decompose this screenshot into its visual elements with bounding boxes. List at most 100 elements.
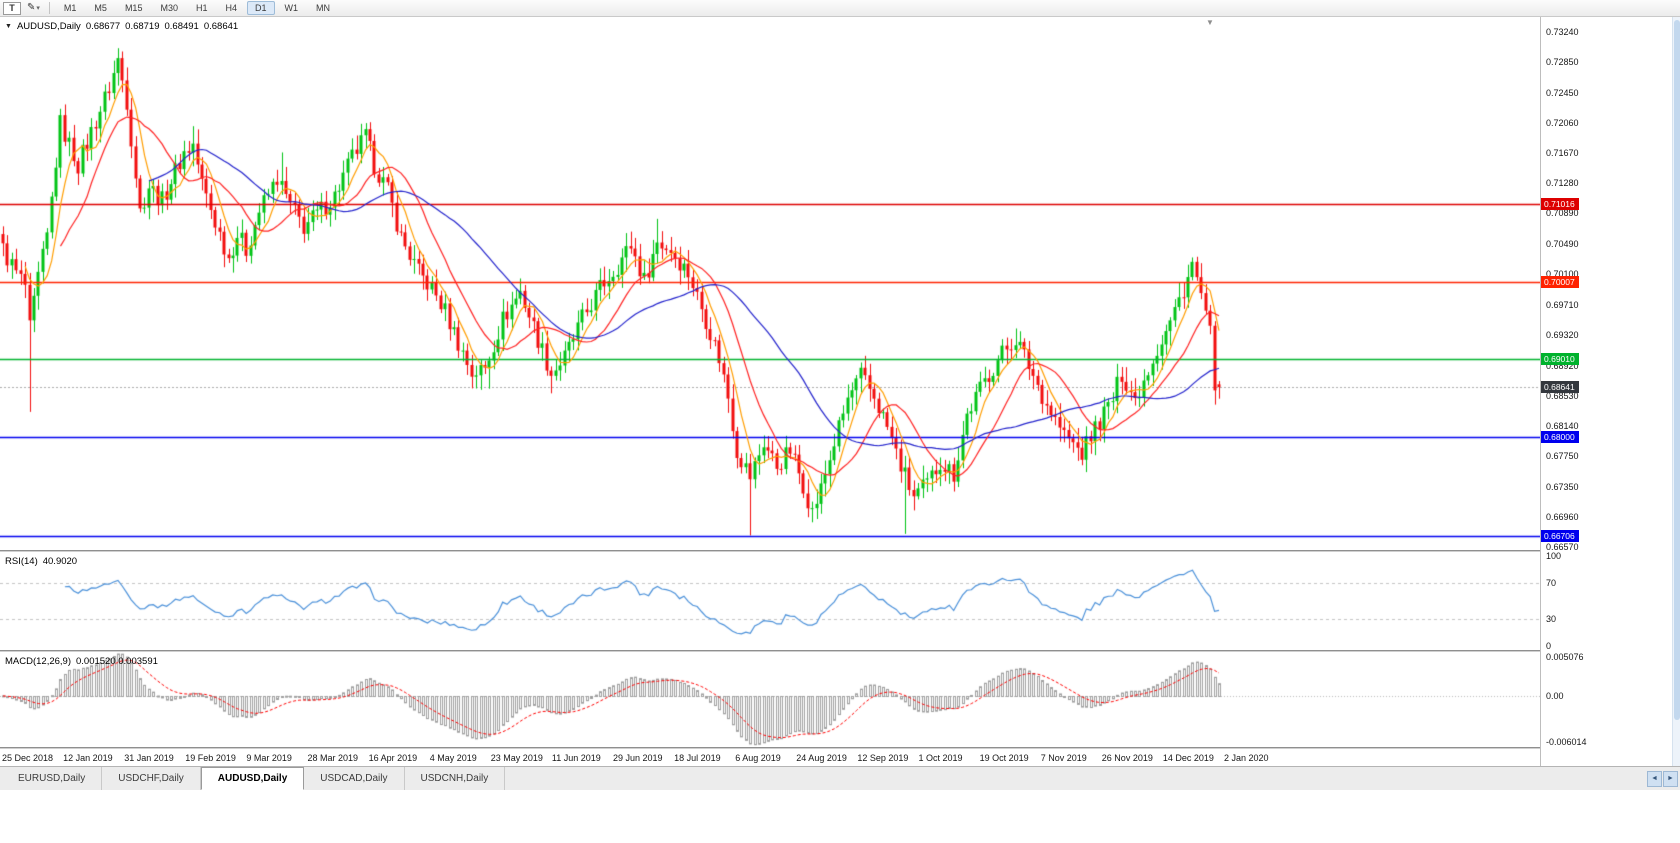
- timeframe-button-m30[interactable]: M30: [160, 3, 178, 13]
- draw-tool-button[interactable]: ✎ ▾: [24, 2, 43, 15]
- chart-window: ▼ AUDUSD,Daily 0.68677 0.68719 0.68491 0…: [0, 17, 1680, 766]
- level-price-badge: 0.71016: [1541, 197, 1579, 210]
- timeframe-button-mn[interactable]: MN: [316, 3, 331, 13]
- date-label: 14 Dec 2019: [1162, 753, 1214, 763]
- symbol-period-label: AUDUSD,Daily: [16, 21, 81, 32]
- date-label: 4 May 2019: [429, 753, 477, 763]
- macd-values: 0.001520 0.003591: [76, 656, 158, 667]
- date-label: 6 Aug 2019: [735, 753, 781, 763]
- date-label: 18 Jul 2019: [674, 753, 721, 763]
- macd-name: MACD(12,26,9): [5, 656, 71, 667]
- price-tick-label: 0.72450: [1546, 87, 1579, 98]
- tab-scroll-right-button[interactable]: ►: [1663, 770, 1678, 787]
- panel-splitter[interactable]: [0, 747, 1680, 749]
- price-tick-label: 0.68140: [1546, 420, 1579, 431]
- macd-indicator-label: MACD(12,26,9) 0.001520 0.003591: [5, 656, 158, 667]
- time-axis[interactable]: 25 Dec 2018 12 Jan 2019 31 Jan 2019 19 Feb …: [0, 749, 1540, 766]
- toolbar-separator: [48, 2, 50, 14]
- low-value: 0.68491: [164, 21, 199, 32]
- cursor-tool-button[interactable]: T: [3, 1, 21, 15]
- price-tick-label: 0.67350: [1546, 481, 1579, 492]
- tab-scroll-left-button[interactable]: ◄: [1647, 770, 1662, 787]
- panel-splitter[interactable]: [0, 550, 1680, 552]
- date-label: 29 Jun 2019: [613, 753, 663, 763]
- price-tick-label: 0.73240: [1546, 27, 1579, 37]
- date-label: 19 Feb 2019: [185, 753, 236, 763]
- tab-eurusd[interactable]: EURUSD,Daily: [2, 767, 103, 790]
- tab-audusd[interactable]: AUDUSD,Daily: [200, 767, 305, 790]
- macd-tick-label: -0.006014: [1546, 737, 1587, 747]
- date-label: 23 May 2019: [490, 753, 543, 763]
- price-tick-label: 0.68920: [1546, 360, 1579, 371]
- timeframe-buttons: M1 M5 M15 M30 H1 H4 D1 W1 MN: [56, 1, 338, 15]
- timeframe-button-m1[interactable]: M1: [63, 3, 77, 13]
- price-tick-label: 0.70490: [1546, 239, 1579, 250]
- timeframe-button-m15[interactable]: M15: [124, 3, 143, 13]
- price-tick-label: 0.69710: [1546, 299, 1579, 310]
- scrollbar-thumb[interactable]: [1674, 20, 1680, 720]
- rsi-indicator-label: RSI(14) 40.9020: [5, 556, 77, 567]
- price-tick-label: 0.66570: [1546, 542, 1579, 552]
- toolbar: T ✎ ▾ M1 M5 M15 M30 H1 H4 D1 W1 MN: [0, 0, 1680, 17]
- price-tick-label: 0.66960: [1546, 511, 1579, 522]
- price-tick-label: 0.70890: [1546, 208, 1579, 219]
- tab-usdchf[interactable]: USDCHF,Daily: [102, 767, 201, 790]
- price-tick-label: 0.72060: [1546, 118, 1579, 129]
- rsi-name: RSI(14): [5, 556, 38, 567]
- timeframe-button-d1[interactable]: D1: [247, 1, 275, 15]
- price-tick-label: 0.70100: [1546, 269, 1579, 280]
- macd-panel-canvas[interactable]: [0, 652, 1540, 747]
- price-tick-label: 0.72850: [1546, 57, 1579, 68]
- rsi-tick-label: 30: [1546, 614, 1557, 624]
- level-price-badge: 0.69010: [1541, 352, 1579, 365]
- open-value: 0.68677: [85, 21, 121, 32]
- current-price-badge: 0.68641: [1541, 381, 1579, 394]
- date-label: 25 Dec 2018: [2, 753, 54, 763]
- chevron-down-icon: ▾: [36, 5, 40, 12]
- date-label: 2 Jan 2020: [1224, 753, 1269, 763]
- price-tick-label: 0.71280: [1546, 178, 1579, 189]
- date-label: 31 Jan 2019: [124, 753, 174, 763]
- collapse-icon[interactable]: ▼: [5, 23, 12, 30]
- timeframe-button-h1[interactable]: H1: [195, 3, 208, 13]
- chart-tab-bar: EURUSD,Daily USDCHF,Daily AUDUSD,Daily USDC…: [0, 766, 1680, 790]
- panel-splitter[interactable]: [0, 650, 1680, 652]
- tab-scroll-buttons: ◄ ►: [1647, 767, 1680, 790]
- tab-usdcad[interactable]: USDCAD,Daily: [304, 767, 405, 790]
- timeframe-button-w1[interactable]: W1: [284, 3, 299, 13]
- date-label: 1 Oct 2019: [918, 753, 963, 763]
- rsi-tick-label: 100: [1546, 551, 1562, 561]
- tab-usdcnh[interactable]: USDCNH,Daily: [405, 767, 506, 790]
- date-label: 11 Jun 2019: [551, 753, 601, 763]
- rsi-tick-label: 70: [1546, 578, 1557, 588]
- timeframe-button-h4[interactable]: H4: [225, 3, 237, 13]
- timeframe-button-m5[interactable]: M5: [94, 3, 107, 13]
- vertical-scrollbar[interactable]: [1672, 17, 1680, 766]
- date-label: 12 Sep 2019: [857, 753, 909, 763]
- date-label: 16 Apr 2019: [368, 753, 418, 763]
- chart-shift-icon[interactable]: ▼: [1206, 18, 1214, 27]
- pencil-icon: ✎: [27, 2, 36, 13]
- date-label: 26 Nov 2019: [1101, 753, 1153, 763]
- level-price-badge: 0.68000: [1541, 430, 1579, 443]
- close-value: 0.68641: [203, 21, 239, 32]
- macd-tick-label: 0.00: [1546, 690, 1564, 701]
- rsi-tick-label: 0: [1546, 641, 1552, 651]
- date-label: 7 Nov 2019: [1040, 753, 1087, 763]
- date-label: 28 Mar 2019: [307, 753, 359, 763]
- price-tick-label: 0.67750: [1546, 450, 1579, 461]
- price-chart-canvas[interactable]: [0, 17, 1540, 550]
- date-label: 9 Mar 2019: [246, 753, 292, 763]
- price-tick-label: 0.69320: [1546, 329, 1579, 340]
- level-price-badge: 0.70007: [1541, 275, 1579, 288]
- price-tick-label: 0.71670: [1546, 148, 1579, 159]
- macd-tick-label: 0.005076: [1546, 652, 1584, 662]
- rsi-panel-canvas[interactable]: [0, 552, 1540, 650]
- date-label: 19 Oct 2019: [979, 753, 1029, 763]
- chart-ohlc-header: ▼ AUDUSD,Daily 0.68677 0.68719 0.68491 0…: [5, 21, 238, 32]
- date-label: 12 Jan 2019: [63, 753, 113, 763]
- rsi-value: 40.9020: [42, 556, 78, 567]
- price-axis[interactable]: 0.73240 0.72850 0.72450 0.72060 0.71670 0.712…: [1540, 17, 1680, 766]
- price-tick-label: 0.68530: [1546, 390, 1579, 401]
